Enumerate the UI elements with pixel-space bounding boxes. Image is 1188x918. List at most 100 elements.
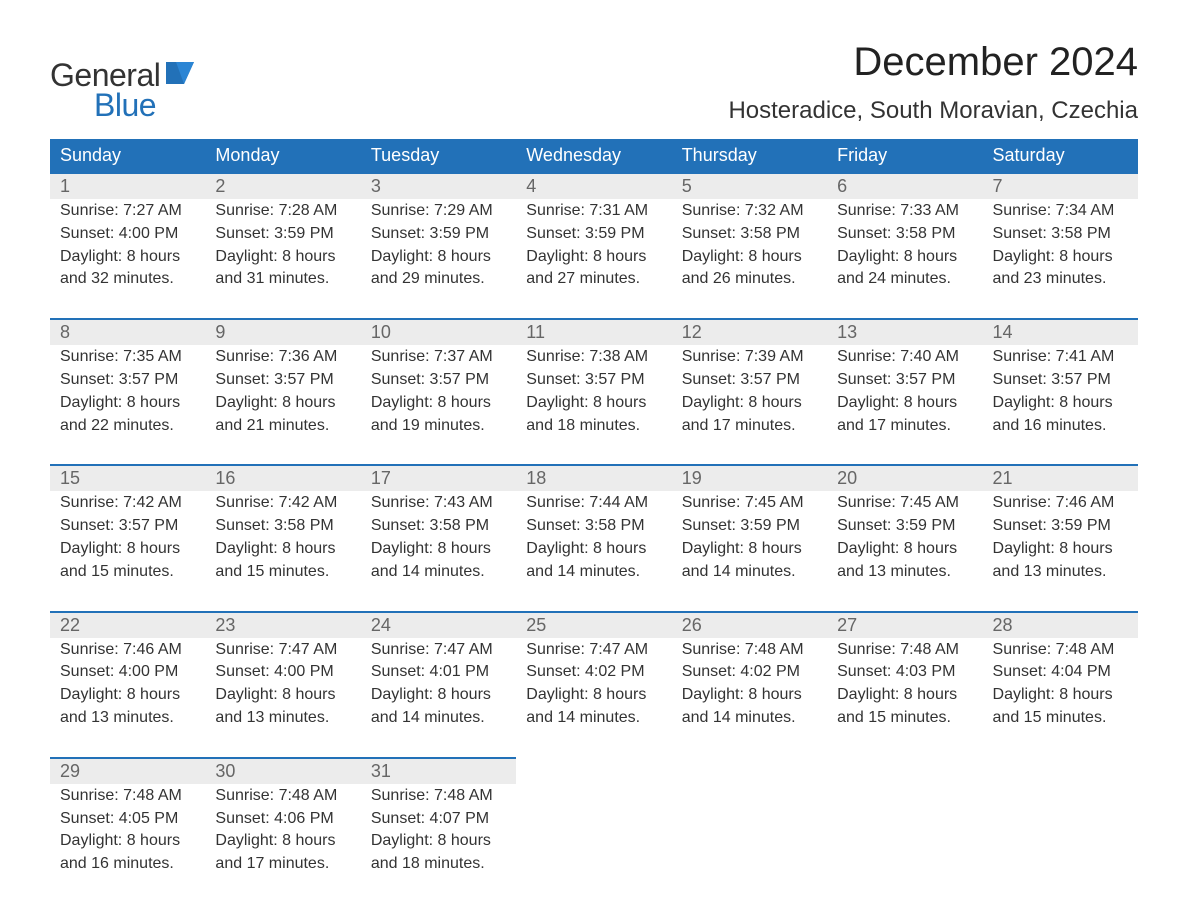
daylight-line-1: Daylight: 8 hours (371, 393, 506, 414)
weekday-header: Tuesday (361, 139, 516, 172)
daylight-line-2: and 16 minutes. (60, 854, 195, 875)
day-number: 4 (526, 176, 536, 196)
location-subtitle: Hosteradice, South Moravian, Czechia (728, 97, 1138, 125)
daylight-line-1: Daylight: 8 hours (60, 685, 195, 706)
sunset-line: Sunset: 4:06 PM (215, 809, 350, 830)
daylight-line-1: Daylight: 8 hours (993, 393, 1128, 414)
sunrise-line: Sunrise: 7:34 AM (993, 201, 1128, 222)
daylight-line-2: and 21 minutes. (215, 416, 350, 437)
sunset-line: Sunset: 3:59 PM (526, 224, 661, 245)
sunrise-line: Sunrise: 7:36 AM (215, 347, 350, 368)
sunrise-line: Sunrise: 7:43 AM (371, 493, 506, 514)
sunset-line: Sunset: 3:57 PM (526, 370, 661, 391)
day-number-bar: 6 (827, 172, 982, 199)
sunset-line: Sunset: 4:02 PM (682, 662, 817, 683)
daylight-line-2: and 14 minutes. (371, 562, 506, 583)
daylight-line-1: Daylight: 8 hours (993, 247, 1128, 268)
daylight-line-2: and 13 minutes. (837, 562, 972, 583)
day-number-bar: 3 (361, 172, 516, 199)
daylight-line-2: and 14 minutes. (526, 562, 661, 583)
sunset-line: Sunset: 3:58 PM (993, 224, 1128, 245)
daylight-line-2: and 14 minutes. (682, 708, 817, 729)
day-number: 11 (526, 322, 545, 342)
daylight-line-2: and 17 minutes. (837, 416, 972, 437)
sunrise-line: Sunrise: 7:44 AM (526, 493, 661, 514)
day-number-bar: 2 (205, 172, 360, 199)
calendar-day-cell: 2Sunrise: 7:28 AMSunset: 3:59 PMDaylight… (205, 172, 360, 318)
sunrise-line: Sunrise: 7:48 AM (371, 786, 506, 807)
day-number: 7 (993, 176, 1003, 196)
daylight-line-2: and 22 minutes. (60, 416, 195, 437)
day-number: 26 (682, 615, 702, 635)
daylight-line-2: and 14 minutes. (371, 708, 506, 729)
sunrise-line: Sunrise: 7:45 AM (682, 493, 817, 514)
weekday-header-row: Sunday Monday Tuesday Wednesday Thursday… (50, 139, 1138, 172)
day-number: 27 (837, 615, 857, 635)
day-number: 17 (371, 468, 391, 488)
sunset-line: Sunset: 4:07 PM (371, 809, 506, 830)
calendar-day-cell: 20Sunrise: 7:45 AMSunset: 3:59 PMDayligh… (827, 464, 982, 610)
daylight-line-2: and 32 minutes. (60, 269, 195, 290)
weekday-header: Friday (827, 139, 982, 172)
day-number-bar: 30 (205, 757, 360, 784)
sunset-line: Sunset: 3:57 PM (837, 370, 972, 391)
calendar-table: Sunday Monday Tuesday Wednesday Thursday… (50, 139, 1138, 903)
daylight-line-2: and 15 minutes. (993, 708, 1128, 729)
daylight-line-2: and 15 minutes. (60, 562, 195, 583)
day-number-bar: 28 (983, 611, 1138, 638)
sunrise-line: Sunrise: 7:48 AM (837, 640, 972, 661)
daylight-line-2: and 13 minutes. (993, 562, 1128, 583)
calendar-week-row: 8Sunrise: 7:35 AMSunset: 3:57 PMDaylight… (50, 318, 1138, 464)
sunrise-line: Sunrise: 7:33 AM (837, 201, 972, 222)
day-number: 5 (682, 176, 692, 196)
sunrise-line: Sunrise: 7:48 AM (993, 640, 1128, 661)
sunset-line: Sunset: 3:57 PM (993, 370, 1128, 391)
daylight-line-1: Daylight: 8 hours (682, 393, 817, 414)
calendar-week-row: 1Sunrise: 7:27 AMSunset: 4:00 PMDaylight… (50, 172, 1138, 318)
day-number: 14 (993, 322, 1013, 342)
daylight-line-1: Daylight: 8 hours (682, 685, 817, 706)
day-number: 19 (682, 468, 702, 488)
sunset-line: Sunset: 3:58 PM (526, 516, 661, 537)
calendar-day-cell: 17Sunrise: 7:43 AMSunset: 3:58 PMDayligh… (361, 464, 516, 610)
day-number-bar: 17 (361, 464, 516, 491)
daylight-line-1: Daylight: 8 hours (682, 247, 817, 268)
day-number-bar: 4 (516, 172, 671, 199)
daylight-line-2: and 17 minutes. (215, 854, 350, 875)
calendar-day-cell: 27Sunrise: 7:48 AMSunset: 4:03 PMDayligh… (827, 611, 982, 757)
weekday-header: Monday (205, 139, 360, 172)
day-number-bar: 13 (827, 318, 982, 345)
calendar-day-cell: 26Sunrise: 7:48 AMSunset: 4:02 PMDayligh… (672, 611, 827, 757)
day-number: 1 (60, 176, 70, 196)
sunset-line: Sunset: 3:59 PM (371, 224, 506, 245)
day-number-bar: 9 (205, 318, 360, 345)
day-number: 9 (215, 322, 225, 342)
daylight-line-2: and 18 minutes. (526, 416, 661, 437)
day-number-bar: 22 (50, 611, 205, 638)
weekday-header: Saturday (983, 139, 1138, 172)
daylight-line-2: and 24 minutes. (837, 269, 972, 290)
title-block: December 2024 Hosteradice, South Moravia… (728, 40, 1138, 125)
sunrise-line: Sunrise: 7:38 AM (526, 347, 661, 368)
daylight-line-1: Daylight: 8 hours (60, 539, 195, 560)
calendar-day-cell: 3Sunrise: 7:29 AMSunset: 3:59 PMDaylight… (361, 172, 516, 318)
sunset-line: Sunset: 3:59 PM (837, 516, 972, 537)
sunset-line: Sunset: 3:59 PM (993, 516, 1128, 537)
calendar-day-cell: 10Sunrise: 7:37 AMSunset: 3:57 PMDayligh… (361, 318, 516, 464)
sunset-line: Sunset: 4:02 PM (526, 662, 661, 683)
calendar-week-row: 29Sunrise: 7:48 AMSunset: 4:05 PMDayligh… (50, 757, 1138, 903)
calendar-day-cell: 16Sunrise: 7:42 AMSunset: 3:58 PMDayligh… (205, 464, 360, 610)
sunset-line: Sunset: 4:00 PM (60, 224, 195, 245)
calendar-day-cell: 12Sunrise: 7:39 AMSunset: 3:57 PMDayligh… (672, 318, 827, 464)
daylight-line-1: Daylight: 8 hours (993, 539, 1128, 560)
daylight-line-1: Daylight: 8 hours (60, 393, 195, 414)
sunset-line: Sunset: 4:01 PM (371, 662, 506, 683)
calendar-day-cell: 25Sunrise: 7:47 AMSunset: 4:02 PMDayligh… (516, 611, 671, 757)
daylight-line-1: Daylight: 8 hours (371, 685, 506, 706)
day-number-bar: 23 (205, 611, 360, 638)
sunset-line: Sunset: 3:57 PM (215, 370, 350, 391)
calendar-empty-cell (516, 757, 671, 903)
calendar-day-cell: 6Sunrise: 7:33 AMSunset: 3:58 PMDaylight… (827, 172, 982, 318)
daylight-line-1: Daylight: 8 hours (837, 539, 972, 560)
daylight-line-2: and 17 minutes. (682, 416, 817, 437)
